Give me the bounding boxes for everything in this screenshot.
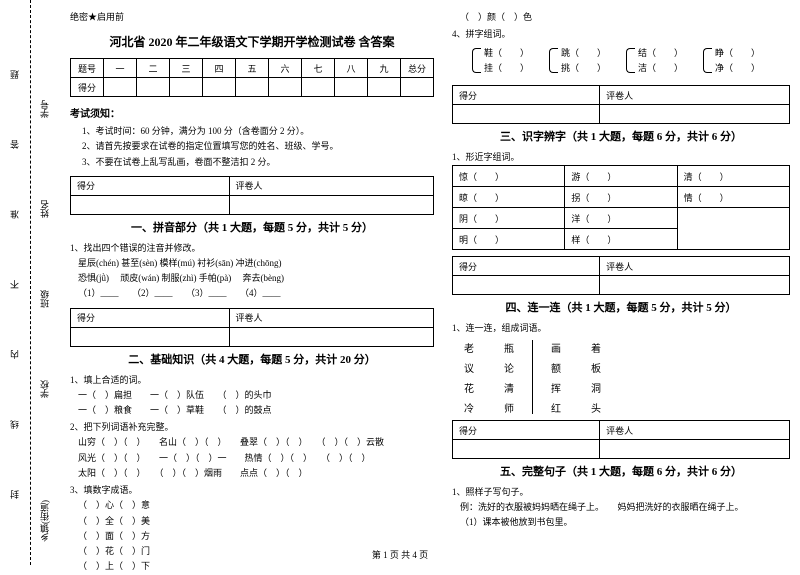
- section-2-title: 二、基础知识（共 4 大题，每题 5 分，共计 20 分）: [70, 351, 434, 367]
- exam-title: 河北省 2020 年二年级语文下学期开学检测试卷 含答案: [70, 33, 434, 50]
- binding-field-name: 姓名: [38, 200, 51, 218]
- score-h-7: 七: [302, 59, 335, 78]
- binding-field-id: 学号: [38, 100, 51, 118]
- grade-box-1: 得分评卷人: [70, 176, 434, 215]
- section-4-title: 四、连一连（共 1 大题，每题 5 分，共计 5 分）: [452, 299, 790, 315]
- s2-q1-l1: 一（ ）扁担 一（ ）队伍 （ ）的头巾: [70, 388, 434, 403]
- s1-q1-blanks: （1）____ （2）____ （3）____ （4）____: [70, 286, 434, 301]
- match-left1: 老 议 花 冷: [464, 340, 474, 414]
- right-top-q1: （ ）颜（ ）色: [452, 10, 790, 25]
- brace-2: 跳（ ） 挑（ ）: [549, 46, 606, 75]
- binding-mark-5: 答: [8, 140, 21, 149]
- notice-list: 1、考试时间：60 分钟，满分为 100 分（含卷面分 2 分）。 2、请首先按…: [70, 124, 434, 170]
- s1-q1-line1: 星辰(chén) 甚至(sèn) 模样(mú) 衬衫(sān) 冲进(chōng…: [70, 256, 434, 271]
- match-right1: 瓶 论 清 师: [504, 340, 514, 414]
- s1-q1-title: 1、找出四个错误的注音并修改。: [70, 241, 434, 254]
- binding-mark-2: 内: [8, 350, 21, 359]
- binding-column: 乡镇(街道) 学校 班级 姓名 学号 封 线 内 不 准 答 题: [0, 0, 60, 565]
- score-h-2: 二: [137, 59, 170, 78]
- s2-q2-l2: 风光（ ）（ ） 一（ ）（ ）一 热情（ ）（ ） （ ）（ ）: [70, 451, 434, 466]
- section-3-title: 三、识字辨字（共 1 大题，每题 6 分，共计 6 分）: [452, 128, 790, 144]
- char-table: 惊（ ） 游（ ） 清（ ） 晾（ ） 拐（ ） 情（ ） 阴（ ） 洋（ ） …: [452, 165, 790, 250]
- s2-q2-title: 2、把下列词语补充完整。: [70, 420, 434, 433]
- score-h-8: 八: [335, 59, 368, 78]
- brace-row: 鞋（ ） 挂（ ） 跳（ ） 挑（ ） 结（ ） 洁（ ） 睁（ ） 净（ ）: [472, 46, 790, 75]
- s2-q2-l1: 山穷（ ）（ ） 名山（ ）（ ） 叠翠（ ）（ ） （ ）（ ）云散: [70, 435, 434, 450]
- brace-3: 结（ ） 洁（ ）: [626, 46, 683, 75]
- score-h-0: 题号: [71, 59, 104, 78]
- s3-q1-title: 1、形近字组词。: [452, 150, 790, 163]
- s2-q3-l5: （ ）上（ ）下: [70, 559, 434, 574]
- section-1-title: 一、拼音部分（共 1 大题，每题 5 分，共计 5 分）: [70, 219, 434, 235]
- binding-field-school: 学校: [38, 380, 51, 398]
- s5-q1-l2: （1）课本被他放到书包里。: [452, 515, 790, 530]
- s2-q1-l2: 一（ ）粮食 一（ ）草鞋 （ ）的鼓点: [70, 403, 434, 418]
- score-table: 题号 一 二 三 四 五 六 七 八 九 总分 得分: [70, 58, 434, 97]
- s5-q1-title: 1、照样子写句子。: [452, 485, 790, 498]
- binding-mark-3: 不: [8, 280, 21, 289]
- grade-col2: 评卷人: [229, 176, 434, 195]
- secret-label: 绝密★启用前: [70, 10, 434, 23]
- binding-mark-4: 准: [8, 210, 21, 219]
- notice-1: 1、考试时间：60 分钟，满分为 100 分（含卷面分 2 分）。: [82, 124, 434, 139]
- grade-box-3: 得分评卷人: [452, 85, 790, 124]
- notice-2: 2、请首先按要求在试卷的指定位置填写您的姓名、班级、学号。: [82, 139, 434, 154]
- page-footer: 第 1 页 共 4 页: [0, 548, 800, 561]
- score-h-4: 四: [203, 59, 236, 78]
- score-h-6: 六: [269, 59, 302, 78]
- s2-q3-title: 3、填数字成语。: [70, 483, 434, 496]
- s2-q3-l2: （ ）全（ ）美: [70, 514, 434, 529]
- notice-title: 考试须知：: [70, 105, 434, 120]
- score-h-10: 总分: [401, 59, 434, 78]
- binding-field-township: 乡镇(街道): [38, 500, 51, 542]
- match-left2: 画 额 挥 红: [551, 340, 561, 414]
- binding-dashed-line: [30, 0, 31, 565]
- s5-q1-l1: 例：洗好的衣服被妈妈晒在绳子上。 妈妈把洗好的衣服晒在绳子上。: [452, 500, 790, 515]
- section-5-title: 五、完整句子（共 1 大题，每题 6 分，共计 6 分）: [452, 463, 790, 479]
- content-area: 绝密★启用前 河北省 2020 年二年级语文下学期开学检测试卷 含答案 题号 一…: [60, 0, 800, 565]
- score-h-9: 九: [368, 59, 401, 78]
- score-h-3: 三: [170, 59, 203, 78]
- s1-q1-line2: 恐惧(jǜ) 顽皮(wán) 制服(zhì) 手帕(pà) 奔去(bèng): [70, 271, 434, 286]
- right-column: （ ）颜（ ）色 4、拼字组词。 鞋（ ） 挂（ ） 跳（ ） 挑（ ） 结（ …: [452, 10, 790, 545]
- s2-q1-title: 1、填上合适的词。: [70, 373, 434, 386]
- brace-1: 鞋（ ） 挂（ ）: [472, 46, 529, 75]
- s2-q2-l3: 太阳（ ）（ ） （ ）（ ）烟雨 点点（ ）（ ）: [70, 466, 434, 481]
- s4-q1-title: 1、连一连，组成词语。: [452, 321, 790, 334]
- left-column: 绝密★启用前 河北省 2020 年二年级语文下学期开学检测试卷 含答案 题号 一…: [70, 10, 434, 545]
- brace-4: 睁（ ） 净（ ）: [703, 46, 760, 75]
- score-h-1: 一: [104, 59, 137, 78]
- binding-mark-6: 题: [8, 70, 21, 79]
- s2-q3-l3: （ ）面（ ）方: [70, 529, 434, 544]
- right-top-q2: 4、拼字组词。: [452, 27, 790, 40]
- score-row-label: 得分: [71, 78, 104, 97]
- grade-box-5: 得分评卷人: [452, 420, 790, 459]
- grade-box-4: 得分评卷人: [452, 256, 790, 295]
- binding-field-class: 班级: [38, 290, 51, 308]
- binding-mark-1: 线: [8, 420, 21, 429]
- grade-box-2: 得分评卷人: [70, 308, 434, 347]
- score-value-row: 得分: [71, 78, 434, 97]
- match-right2: 着 板 洞 头: [591, 340, 601, 414]
- binding-mark-0: 封: [8, 490, 21, 499]
- match-row: 老 议 花 冷 瓶 论 清 师 画 额 挥 红: [464, 340, 790, 414]
- notice-3: 3、不要在试卷上乱写乱画，卷面不整洁扣 2 分。: [82, 155, 434, 170]
- match-separator: [532, 340, 533, 414]
- grade-col1: 得分: [71, 176, 230, 195]
- score-header-row: 题号 一 二 三 四 五 六 七 八 九 总分: [71, 59, 434, 78]
- score-h-5: 五: [236, 59, 269, 78]
- s2-q3-l1: （ ）心（ ）意: [70, 498, 434, 513]
